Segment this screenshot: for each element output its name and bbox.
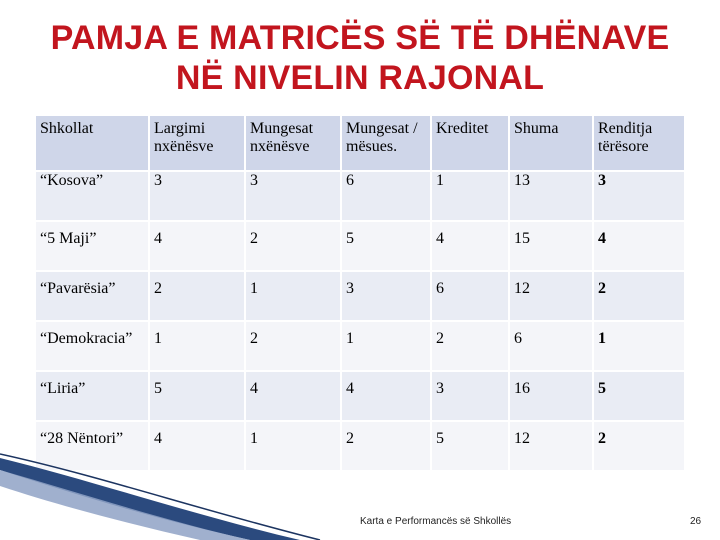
table-cell: 16: [508, 370, 594, 422]
page-number: 26: [690, 516, 702, 527]
school-name-cell: “Pavarësia”: [34, 270, 150, 322]
table-cell: 5: [148, 370, 246, 422]
table-header-row: Shkollat Largimi nxënësve Mungesat nxënë…: [34, 114, 686, 172]
rank-cell: 3: [592, 170, 686, 222]
rank-cell: 2: [592, 420, 686, 472]
table-cell: 4: [148, 420, 246, 472]
column-header-overall-rank: Renditja tërësore: [592, 114, 686, 172]
school-name-cell: “Demokracia”: [34, 320, 150, 372]
table-cell: 1: [244, 270, 342, 322]
table-cell: 3: [244, 170, 342, 222]
column-header-teacher-absences: Mungesat / mësues.: [340, 114, 432, 172]
school-ranking-table: Shkollat Largimi nxënësve Mungesat nxënë…: [34, 114, 686, 472]
decorative-swoosh: [0, 453, 321, 540]
slide-title-line-2: NË NIVELIN RAJONAL: [175, 59, 545, 97]
table-cell: 2: [430, 320, 510, 372]
table-cell: 4: [148, 220, 246, 272]
slide-title: PAMJA E MATRICËS SË TË DHËNAVE NË NIVELI…: [0, 18, 720, 98]
table-cell: 15: [508, 220, 594, 272]
table-cell: 4: [430, 220, 510, 272]
table-cell: 2: [340, 420, 432, 472]
table-cell: 3: [430, 370, 510, 422]
table-cell: 5: [430, 420, 510, 472]
table-cell: 1: [244, 420, 342, 472]
school-name-cell: “Kosova”: [34, 170, 150, 222]
table-cell: 2: [148, 270, 246, 322]
column-header-student-absences: Mungesat nxënësve: [244, 114, 342, 172]
table-cell: 6: [508, 320, 594, 372]
swoosh-dark-band: [0, 458, 300, 540]
table-row: “Pavarësia” 2 1 3 6 12 2: [34, 270, 686, 322]
swoosh-stroke: [0, 453, 321, 540]
rank-cell: 4: [592, 220, 686, 272]
table-cell: 6: [340, 170, 432, 222]
table-cell: 5: [340, 220, 432, 272]
school-name-cell: “Liria”: [34, 370, 150, 422]
table-cell: 4: [340, 370, 432, 422]
table-cell: 12: [508, 270, 594, 322]
school-name-cell: “28 Nëntori”: [34, 420, 150, 472]
rank-cell: 2: [592, 270, 686, 322]
table-cell: 2: [244, 220, 342, 272]
table-cell: 12: [508, 420, 594, 472]
footer-caption: Karta e Performancës së Shkollës: [360, 516, 512, 527]
table-row: “28 Nëntori” 4 1 2 5 12 2: [34, 420, 686, 472]
table-cell: 3: [340, 270, 432, 322]
table-cell: 4: [244, 370, 342, 422]
table-row: “Liria” 5 4 4 3 16 5: [34, 370, 686, 422]
table-cell: 1: [430, 170, 510, 222]
column-header-sum: Shuma: [508, 114, 594, 172]
column-header-student-dropout: Largimi nxënësve: [148, 114, 246, 172]
table-row: “5 Maji” 4 2 5 4 15 4: [34, 220, 686, 272]
table-cell: 1: [340, 320, 432, 372]
school-name-cell: “5 Maji”: [34, 220, 150, 272]
table-cell: 3: [148, 170, 246, 222]
table-cell: 1: [148, 320, 246, 372]
table-row: “Demokracia” 1 2 1 2 6 1: [34, 320, 686, 372]
rank-cell: 5: [592, 370, 686, 422]
table-cell: 13: [508, 170, 594, 222]
table-cell: 6: [430, 270, 510, 322]
column-header-credits: Kreditet: [430, 114, 510, 172]
column-header-schools: Shkollat: [34, 114, 150, 172]
table-cell: 2: [244, 320, 342, 372]
slide-title-line-1: PAMJA E MATRICËS SË TË DHËNAVE: [50, 19, 670, 57]
table-row: “Kosova” 3 3 6 1 13 3: [34, 170, 686, 222]
rank-cell: 1: [592, 320, 686, 372]
